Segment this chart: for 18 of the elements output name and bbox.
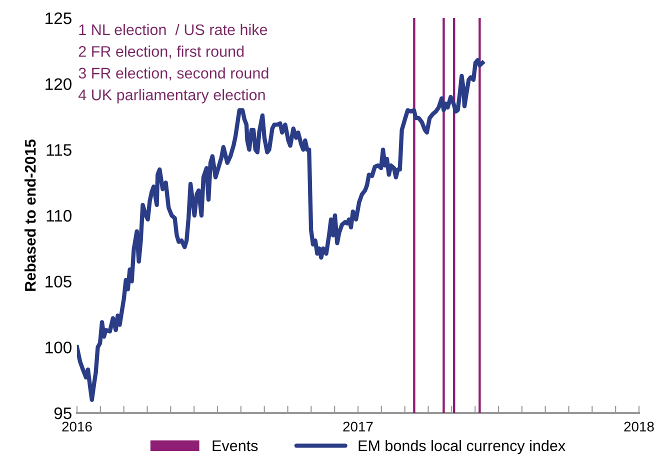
- annotation: 4 UK parliamentary election: [78, 89, 265, 104]
- legend-label: EM bonds local currency index: [358, 440, 566, 454]
- y-tick-label: 110: [46, 210, 72, 222]
- y-tick-label: 125: [46, 12, 72, 24]
- y-tick-label: 95: [54, 407, 72, 420]
- x-tick-label: 2017: [343, 422, 373, 432]
- x-tick-label: 2016: [62, 422, 92, 432]
- annotation: 3 FR election, second round: [78, 67, 268, 80]
- y-tick-label: 115: [46, 144, 72, 156]
- y-tick-label: 120: [46, 78, 72, 90]
- y-tick-label: 100: [46, 342, 72, 354]
- y-tick-label: 105: [46, 276, 72, 288]
- annotation: 2 FR election, first round: [78, 46, 244, 59]
- x-tick-label: 2018: [624, 422, 654, 432]
- line-series: [77, 58, 485, 402]
- annotation: 1 NL election / US rate hike: [79, 24, 268, 36]
- legend-label: Events: [212, 440, 258, 452]
- y-axis-title: Rebased to end-2015: [24, 140, 36, 291]
